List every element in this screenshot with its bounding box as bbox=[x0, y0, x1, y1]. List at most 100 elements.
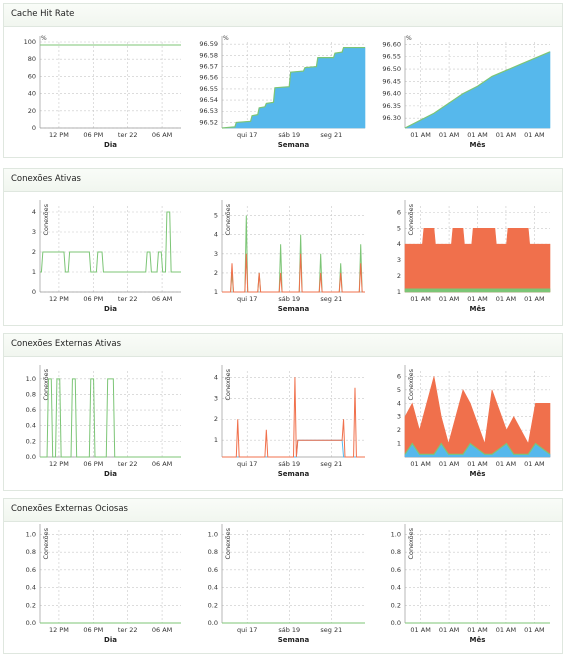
y-axis-label: Conexões bbox=[407, 527, 415, 559]
y-tick-label: 2 bbox=[32, 248, 36, 256]
y-tick-label: 4 bbox=[214, 373, 218, 381]
y-tick-label: 96.59 bbox=[199, 40, 218, 48]
x-tick-label: qui 17 bbox=[237, 295, 257, 303]
y-tick-label: 0.4 bbox=[208, 584, 218, 592]
chart-5: 1 2 3 4 5 6 01 AM 01 AM 01 AM 01 AM 01 AM Mês Conexõ… bbox=[397, 200, 551, 313]
x-tick-label: 01 AM bbox=[439, 460, 459, 468]
y-tick-label: 96.55 bbox=[382, 53, 401, 61]
y-tick-label: 0.2 bbox=[26, 437, 36, 445]
chart-11: 0.0 0.2 0.4 0.6 0.8 1.0 01 AM 01 AM 01 AM 01 AM 01… bbox=[391, 524, 550, 644]
y-tick-label: 1.0 bbox=[391, 530, 401, 538]
y-tick-label: 2 bbox=[397, 272, 401, 280]
x-tick-label: 06 PM bbox=[83, 295, 103, 303]
series-line bbox=[40, 211, 181, 273]
section-header: Conexões Externas Ociosas bbox=[4, 499, 562, 522]
y-tick-label: 3 bbox=[214, 394, 218, 402]
x-tick-label: 01 AM bbox=[524, 131, 544, 139]
y-tick-label: 0.0 bbox=[391, 619, 401, 627]
x-tick-label: 06 PM bbox=[83, 131, 103, 139]
section-header: Cache Hit Rate bbox=[4, 4, 562, 27]
x-tick-label: 06 PM bbox=[83, 626, 103, 634]
y-tick-label: 96.58 bbox=[199, 51, 218, 59]
y-tick-label: 96.53 bbox=[199, 107, 218, 115]
y-tick-label: 96.30 bbox=[382, 114, 401, 122]
section-external-idle-connections: Conexões Externas Ociosas bbox=[3, 498, 563, 654]
chart-4: 1 2 3 4 5 qui 17 sáb 19 seg 21 Semana Conexões bbox=[214, 200, 365, 313]
x-axis-label: Mês bbox=[470, 141, 486, 149]
y-tick-label: 1 bbox=[397, 440, 401, 448]
y-axis-label: Conexões bbox=[224, 527, 232, 559]
y-tick-label: 96.55 bbox=[199, 85, 218, 93]
series-area bbox=[221, 47, 366, 129]
x-axis-label: Dia bbox=[104, 636, 117, 644]
x-tick-label: ter 22 bbox=[118, 131, 138, 139]
x-axis-label: Semana bbox=[278, 470, 310, 478]
x-tick-label: seg 21 bbox=[320, 460, 342, 468]
x-axis-label: Semana bbox=[278, 636, 310, 644]
x-tick-label: 01 AM bbox=[467, 131, 487, 139]
x-tick-label: 01 AM bbox=[410, 626, 430, 634]
y-tick-label: 96.45 bbox=[382, 77, 401, 85]
y-tick-label: 1 bbox=[214, 436, 218, 444]
y-tick-label: 96.50 bbox=[382, 65, 401, 73]
x-tick-label: 01 AM bbox=[524, 626, 544, 634]
x-tick-label: 01 AM bbox=[524, 460, 544, 468]
y-tick-label: 0.4 bbox=[391, 584, 401, 592]
x-axis-label: Semana bbox=[278, 305, 310, 313]
x-axis-label: Mês bbox=[470, 636, 486, 644]
x-tick-label: 01 AM bbox=[410, 295, 430, 303]
y-tick-label: 3 bbox=[397, 256, 401, 264]
y-tick-label: 0.6 bbox=[208, 566, 218, 574]
chart-10: 0.0 0.2 0.4 0.6 0.8 1.0 qui 17 sáb 19 seg 21 Sema… bbox=[208, 524, 365, 644]
x-axis-label: Dia bbox=[104, 141, 117, 149]
y-tick-label: 40 bbox=[28, 90, 36, 98]
y-tick-label: 2 bbox=[214, 415, 218, 423]
y-tick-label: 4 bbox=[32, 208, 36, 216]
y-tick-label: 0.4 bbox=[26, 584, 36, 592]
section-title: Cache Hit Rate bbox=[11, 9, 75, 19]
x-tick-label: ter 22 bbox=[118, 626, 138, 634]
x-tick-label: 01 AM bbox=[410, 460, 430, 468]
y-axis-label: Conexões bbox=[407, 203, 415, 235]
x-axis-label: Dia bbox=[104, 305, 117, 313]
y-tick-label: 96.40 bbox=[382, 90, 401, 98]
x-axis-label: Mês bbox=[470, 305, 486, 313]
chart-2: 96.30 96.35 96.40 96.45 96.50 96.55 96.60 01 AM… bbox=[382, 35, 551, 149]
x-tick-label: ter 22 bbox=[118, 460, 138, 468]
series-area bbox=[404, 227, 551, 293]
x-tick-label: 01 AM bbox=[410, 131, 430, 139]
x-tick-label: sáb 19 bbox=[278, 626, 300, 634]
y-tick-label: 1.0 bbox=[26, 530, 36, 538]
y-tick-label: 4 bbox=[397, 240, 401, 248]
x-tick-label: sáb 19 bbox=[278, 131, 300, 139]
y-axis-label: Conexões bbox=[42, 368, 50, 400]
x-tick-label: 01 AM bbox=[439, 131, 459, 139]
y-tick-label: 3 bbox=[32, 228, 36, 236]
x-tick-label: 01 AM bbox=[467, 626, 487, 634]
y-tick-label: 4 bbox=[214, 231, 218, 239]
x-axis-label: Mês bbox=[470, 470, 486, 478]
y-tick-label: 0.6 bbox=[391, 566, 401, 574]
x-axis-label: Dia bbox=[104, 470, 117, 478]
y-tick-label: 0.0 bbox=[26, 619, 36, 627]
x-tick-label: qui 17 bbox=[237, 131, 257, 139]
x-tick-label: 01 AM bbox=[496, 295, 516, 303]
y-tick-label: 20 bbox=[28, 107, 36, 115]
x-tick-label: 01 AM bbox=[467, 460, 487, 468]
y-axis-label: Conexões bbox=[42, 203, 50, 235]
section-header: Conexões Externas Ativas bbox=[4, 334, 562, 357]
y-unit-label: % bbox=[406, 35, 412, 42]
x-tick-label: 12 PM bbox=[49, 295, 69, 303]
section-title: Conexões Ativas bbox=[11, 174, 81, 184]
y-tick-label: 2 bbox=[214, 269, 218, 277]
x-tick-label: seg 21 bbox=[320, 131, 342, 139]
series-line bbox=[40, 378, 181, 458]
x-tick-label: 06 AM bbox=[152, 626, 172, 634]
x-axis-label: Semana bbox=[278, 141, 310, 149]
y-tick-label: 1.0 bbox=[208, 530, 218, 538]
y-unit-label: % bbox=[223, 35, 229, 42]
x-tick-label: qui 17 bbox=[237, 460, 257, 468]
series-line bbox=[404, 51, 551, 129]
series-line bbox=[222, 253, 365, 293]
